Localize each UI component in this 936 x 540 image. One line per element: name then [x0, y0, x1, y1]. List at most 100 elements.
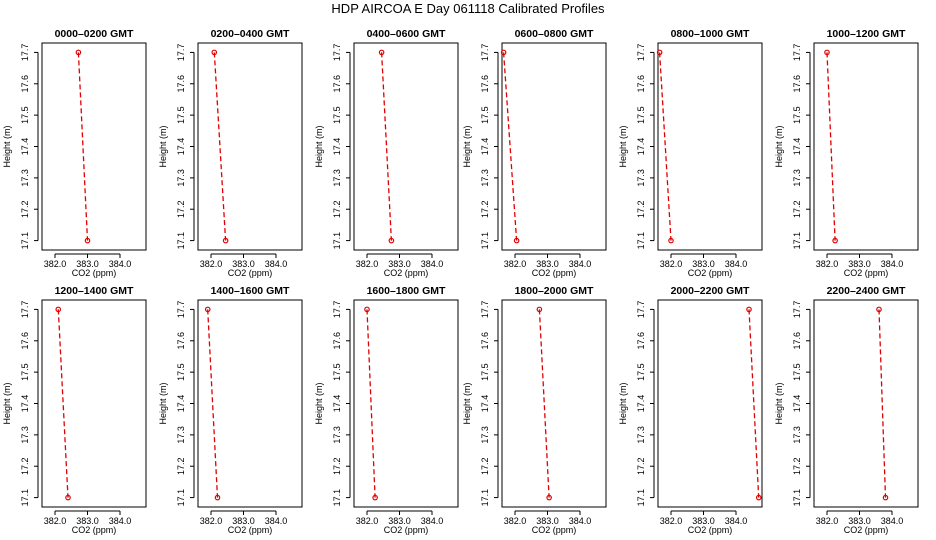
y-tick-label: 17.1 — [480, 489, 490, 507]
plot-frame — [353, 299, 459, 508]
y-tick-label: 17.5 — [332, 363, 342, 381]
panel-title: 2000–2200 GMT — [671, 285, 750, 297]
x-tick-label: 383.0 — [232, 516, 255, 526]
x-tick-label: 384.0 — [109, 259, 132, 269]
y-tick-label: 17.3 — [480, 169, 490, 187]
x-tick-label: 384.0 — [725, 516, 748, 526]
y-tick-label: 17.1 — [20, 232, 30, 250]
x-tick-label: 382.0 — [504, 259, 527, 269]
series-line — [57, 309, 69, 498]
y-tick-label: 17.6 — [176, 75, 186, 93]
y-tick-label: 17.7 — [20, 301, 30, 319]
data-point — [84, 237, 91, 244]
plot-frame — [657, 299, 763, 508]
y-tick-label: 17.4 — [792, 395, 802, 413]
series-line — [538, 309, 550, 498]
y-tick-label: 17.3 — [176, 426, 186, 444]
y-tick-label: 17.3 — [332, 169, 342, 187]
y-tick-label: 17.6 — [20, 332, 30, 350]
y-axis-label: Height (m) — [158, 382, 168, 424]
y-tick-label: 17.7 — [20, 44, 30, 62]
y-tick-label: 17.5 — [480, 106, 490, 124]
y-tick-label: 17.5 — [332, 106, 342, 124]
x-axis-label: CO2 (ppm) — [72, 525, 117, 535]
x-tick-label: 382.0 — [660, 516, 683, 526]
series-line — [502, 52, 518, 241]
x-axis-label: CO2 (ppm) — [532, 525, 577, 535]
y-tick-label: 17.1 — [636, 489, 646, 507]
x-tick-label: 384.0 — [881, 259, 904, 269]
y-tick-label: 17.6 — [480, 75, 490, 93]
data-point — [832, 237, 838, 244]
y-tick-label: 17.4 — [176, 138, 186, 156]
x-tick-label: 384.0 — [881, 516, 904, 526]
y-tick-label: 17.4 — [20, 138, 30, 156]
y-tick-label: 17.2 — [176, 200, 186, 218]
panel-title: 1200–1400 GMT — [55, 285, 134, 297]
x-axis-label: CO2 (ppm) — [844, 525, 889, 535]
y-tick-label: 17.1 — [332, 489, 342, 507]
plot-frame — [657, 42, 763, 251]
x-axis-label: CO2 (ppm) — [228, 525, 273, 535]
chart-main-title: HDP AIRCOA E Day 061118 Calibrated Profi… — [331, 1, 605, 16]
y-tick-label: 17.6 — [792, 332, 802, 350]
y-tick-label: 17.1 — [332, 232, 342, 250]
y-tick-label: 17.6 — [636, 75, 646, 93]
y-tick-label: 17.1 — [176, 489, 186, 507]
data-point — [222, 237, 229, 244]
series-line — [380, 52, 393, 241]
y-tick-label: 17.5 — [636, 363, 646, 381]
y-tick-label: 17.3 — [636, 426, 646, 444]
plot-frame — [813, 299, 919, 508]
y-tick-label: 17.6 — [332, 75, 342, 93]
series-line — [878, 309, 887, 498]
data-point — [364, 306, 370, 313]
y-tick-label: 17.2 — [332, 457, 342, 475]
panel-title: 0400–0600 GMT — [367, 28, 446, 40]
x-tick-label: 383.0 — [692, 259, 715, 269]
y-tick-label: 17.4 — [332, 395, 342, 413]
y-tick-label: 17.5 — [636, 106, 646, 124]
x-tick-label: 382.0 — [504, 516, 527, 526]
panel-title: 0000–0200 GMT — [55, 28, 134, 40]
y-tick-label: 17.4 — [792, 138, 802, 156]
y-tick-label: 17.1 — [480, 232, 490, 250]
data-point — [513, 237, 520, 244]
data-point — [824, 49, 830, 56]
y-tick-label: 17.2 — [20, 457, 30, 475]
series-line — [658, 52, 672, 241]
x-axis-label: CO2 (ppm) — [688, 268, 733, 278]
panel-title: 1800–2000 GMT — [515, 285, 594, 297]
data-point — [546, 494, 552, 501]
y-tick-label: 17.4 — [332, 138, 342, 156]
y-tick-label: 17.2 — [480, 200, 490, 218]
data-point — [372, 494, 378, 501]
y-tick-label: 17.1 — [636, 232, 646, 250]
panel-title: 2200–2400 GMT — [827, 285, 906, 297]
series-line — [213, 52, 227, 241]
data-point — [656, 49, 663, 56]
x-tick-label: 382.0 — [200, 259, 223, 269]
y-tick-label: 17.5 — [792, 363, 802, 381]
series-line — [748, 309, 760, 498]
x-tick-label: 383.0 — [388, 516, 411, 526]
y-tick-label: 17.2 — [480, 457, 490, 475]
y-tick-label: 17.7 — [792, 301, 802, 319]
x-tick-label: 383.0 — [232, 259, 255, 269]
panel-title: 1400–1600 GMT — [211, 285, 290, 297]
x-axis-label: CO2 (ppm) — [72, 268, 117, 278]
y-tick-label: 17.4 — [176, 395, 186, 413]
x-axis-label: CO2 (ppm) — [688, 525, 733, 535]
y-tick-label: 17.7 — [332, 301, 342, 319]
x-tick-label: 383.0 — [76, 516, 99, 526]
x-tick-label: 382.0 — [356, 516, 379, 526]
x-tick-label: 382.0 — [816, 259, 839, 269]
data-point — [755, 494, 762, 501]
x-tick-label: 382.0 — [660, 259, 683, 269]
y-tick-label: 17.4 — [480, 395, 490, 413]
